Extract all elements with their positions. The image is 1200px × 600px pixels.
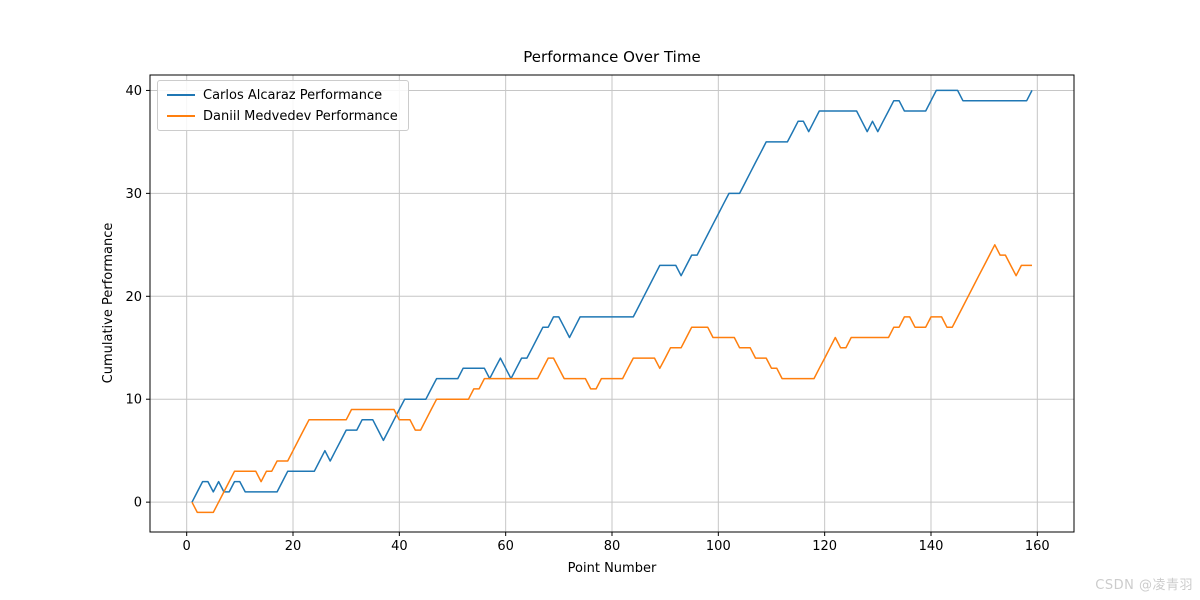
legend-label-carlos: Carlos Alcaraz Performance — [203, 87, 383, 103]
medvedev-line-swatch — [167, 115, 195, 117]
series-line-daniil-medvedev — [191, 244, 1032, 514]
x-tick-label-120: 120 — [812, 539, 837, 554]
x-tick-label-140: 140 — [919, 539, 944, 554]
watermark: CSDN @凌青羽 — [1095, 578, 1193, 593]
x-tick-label-20: 20 — [285, 539, 302, 554]
y-tick-label-0: 0 — [134, 496, 142, 511]
legend: Carlos Alcaraz Performance Daniil Medved… — [157, 80, 409, 131]
series-line-carlos-alcaraz — [191, 89, 1033, 503]
x-tick-label-40: 40 — [391, 539, 408, 554]
x-tick-label-160: 160 — [1025, 539, 1050, 554]
x-tick-label-60: 60 — [497, 539, 514, 554]
x-tick-label-100: 100 — [706, 539, 731, 554]
legend-item-medvedev: Daniil Medvedev Performance — [167, 108, 398, 124]
chart-title: Performance Over Time — [523, 48, 701, 66]
y-axis-label: Cumulative Performance — [101, 222, 116, 384]
y-tick-label-20: 20 — [125, 290, 142, 305]
legend-label-medvedev: Daniil Medvedev Performance — [203, 108, 398, 124]
x-tick-label-80: 80 — [604, 539, 621, 554]
y-tick-label-30: 30 — [125, 187, 142, 202]
carlos-line-swatch — [167, 94, 195, 96]
y-tick-label-40: 40 — [125, 84, 142, 99]
legend-item-carlos: Carlos Alcaraz Performance — [167, 87, 398, 103]
x-tick-label-0: 0 — [183, 539, 191, 554]
y-tick-label-10: 10 — [125, 393, 142, 408]
x-axis-label: Point Number — [567, 561, 657, 576]
